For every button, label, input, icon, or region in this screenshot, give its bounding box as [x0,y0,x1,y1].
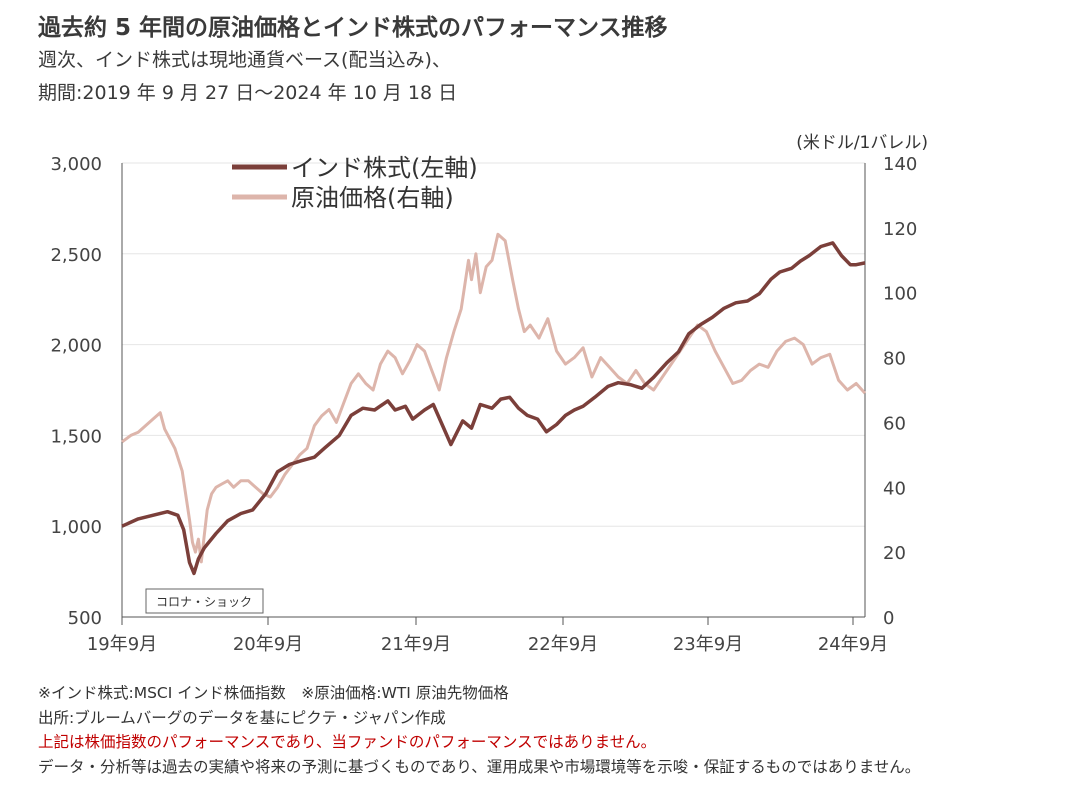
y-left-tick-label: 2,000 [50,336,102,357]
right-axis-unit-label: (米ドル/1バレル) [796,133,928,153]
y-right-tick-label: 40 [883,478,906,499]
y-right-tick-label: 120 [883,219,917,240]
y-right-tick-label: 80 [883,349,906,370]
legend-label-india: インド株式(左軸) [291,154,478,182]
y-right-tick-label: 100 [883,284,917,305]
x-tick-label: 20年9月 [233,634,303,655]
x-tick-label: 19年9月 [87,634,157,655]
y-left-tick-label: 2,500 [50,245,102,266]
covid-annotation-label: コロナ・ショック [156,595,252,609]
chart-subtitle-line2: 期間:2019 年 9 月 27 日～2024 年 10 月 18 日 [38,82,458,104]
y-right-tick-label: 60 [883,413,906,434]
y-right-tick-label: 20 [883,543,906,564]
y-left-tick-label: 1,500 [50,426,102,447]
x-tick-label: 22年9月 [528,634,598,655]
oil-price-line [121,232,867,564]
covid-annotation-box [145,588,264,614]
x-tick-label: 24年9月 [818,634,888,655]
y-left-tick-label: 500 [68,608,102,629]
y-left-tick-label: 3,000 [50,154,102,175]
chart-plot: 500 1,000 1,500 2,000 2,500 3,000 0 20 40 60 80 100… [50,154,917,655]
y-left-tick-label: 1,000 [50,517,102,538]
footnote-disclaimer: データ・分析等は過去の実績や将来の予測に基づくものであり、運用成果や市場環境等を… [38,757,921,776]
india-equity-line [121,241,866,576]
legend-label-oil: 原油価格(右軸) [291,184,454,212]
y-right-tick-label: 0 [883,608,894,629]
footnote-source-indices: ※インド株式:MSCI インド株価指数 ※原油価格:WTI 原油先物価格 [38,684,509,702]
y-right-tick-label: 140 [883,154,917,175]
x-tick-label: 23年9月 [673,634,743,655]
x-tick-label: 21年9月 [381,634,451,655]
footnote-data-source: 出所:ブルームバーグのデータを基にピクテ・ジャパン作成 [38,708,446,727]
chart-title: 過去約 5 年間の原油価格とインド株式のパフォーマンス推移 [38,15,668,41]
footnote-disclaimer-red: 上記は株価指数のパフォーマンスであり、当ファンドのパフォーマンスではありません。 [38,733,657,751]
chart-subtitle-line1: 週次、インド株式は現地通貨ベース(配当込み)、 [38,49,451,71]
footnotes: ※インド株式:MSCI インド株価指数 ※原油価格:WTI 原油先物価格 出所:… [38,681,920,779]
